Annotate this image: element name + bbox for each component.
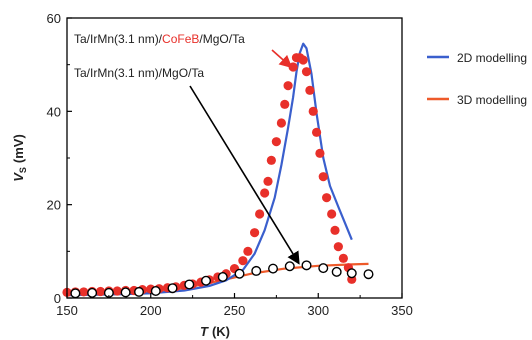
axes: 150 200 250 300 350 0 20 40 60: [47, 11, 413, 318]
data-point-cofeb: [298, 55, 308, 65]
data-point-mgo: [150, 286, 161, 297]
data-point-mgo: [284, 261, 295, 272]
data-point-mgo: [120, 287, 131, 298]
legend-label-2d: 2D modelling: [457, 51, 527, 65]
y-tick-label-0: 0: [54, 291, 61, 306]
data-point-cofeb: [283, 81, 293, 91]
data-point-cofeb: [79, 287, 89, 297]
data-point-cofeb: [311, 127, 322, 137]
y-axis-unit: (mV): [11, 134, 26, 163]
y-axis-symbol: V: [11, 172, 26, 182]
annotation-cofeb-stack: Ta/IrMn(3.1 nm)/CoFeB/MgO/Ta: [74, 32, 245, 46]
data-point-cofeb: [271, 137, 281, 147]
series-layer: [62, 42, 374, 299]
y-tick-label-1: 20: [47, 198, 61, 213]
data-point-mgo: [134, 286, 145, 297]
data-point-mgo: [234, 268, 245, 279]
data-point-cofeb: [318, 172, 328, 182]
series-cofeb-points: [62, 53, 357, 297]
data-point-cofeb: [338, 253, 348, 263]
x-tick-label-1: 200: [140, 303, 162, 318]
series-line-2d: [66, 42, 353, 297]
annotation-mgo-stack: Ta/IrMn(3.1 nm)/MgO/Ta: [74, 66, 204, 80]
annotation-cofeb-highlight: CoFeB: [162, 32, 199, 46]
data-point-mgo: [167, 283, 178, 294]
data-point-cofeb: [263, 176, 273, 186]
data-point-cofeb: [280, 99, 290, 109]
data-point-cofeb: [327, 209, 337, 219]
x-axis-symbol: T: [200, 324, 209, 339]
x-tick-label-0: 150: [56, 303, 78, 318]
data-point-mgo: [201, 275, 212, 286]
x-axis-title: T (K): [200, 324, 230, 339]
data-point-cofeb: [276, 118, 286, 128]
legend: 2D modelling 3D modelling: [427, 51, 527, 107]
data-point-mgo: [363, 269, 374, 280]
cofeb-arrow: [271, 49, 293, 69]
data-point-cofeb: [288, 62, 298, 72]
data-point-cofeb: [255, 209, 265, 219]
x-tick-label-3: 300: [307, 303, 329, 318]
data-point-mgo: [268, 263, 279, 274]
data-point-mgo: [70, 288, 81, 299]
data-point-cofeb: [95, 286, 106, 297]
y-axis-title: VS (mV): [11, 134, 28, 182]
data-point-cofeb: [333, 242, 343, 252]
y-axis-subscript: S: [18, 167, 28, 173]
data-point-cofeb: [315, 148, 325, 158]
data-point-mgo: [346, 268, 357, 279]
data-point-cofeb: [250, 228, 260, 238]
data-point-cofeb: [322, 193, 332, 203]
x-axis-unit: (K): [212, 324, 230, 339]
data-point-mgo: [318, 263, 329, 274]
data-point-mgo: [331, 266, 342, 277]
legend-label-3d: 3D modelling: [457, 93, 527, 107]
data-point-cofeb: [243, 246, 253, 256]
data-point-mgo: [301, 260, 312, 271]
data-point-cofeb: [266, 155, 276, 165]
annotation-cofeb-part1: Ta/IrMn(3.1 nm)/: [74, 32, 163, 46]
series-mgo-points: [70, 260, 374, 299]
data-point-cofeb: [238, 256, 248, 266]
mgo-arrow: [189, 85, 300, 265]
data-point-cofeb: [112, 286, 122, 296]
data-point-mgo: [87, 287, 98, 298]
annotation-cofeb-part3: /MgO/Ta: [199, 32, 245, 46]
data-point-cofeb: [301, 67, 312, 77]
data-point-cofeb: [308, 106, 318, 116]
data-point-cofeb: [330, 225, 340, 235]
y-tick-label-2: 40: [47, 104, 61, 119]
data-point-mgo: [184, 279, 195, 290]
x-tick-label-4: 350: [391, 303, 413, 318]
data-point-cofeb: [305, 85, 315, 95]
x-tick-label-2: 250: [224, 303, 246, 318]
y-tick-label-3: 60: [47, 11, 61, 26]
data-point-mgo: [251, 265, 262, 276]
data-point-cofeb: [260, 188, 270, 198]
data-point-mgo: [217, 272, 228, 283]
